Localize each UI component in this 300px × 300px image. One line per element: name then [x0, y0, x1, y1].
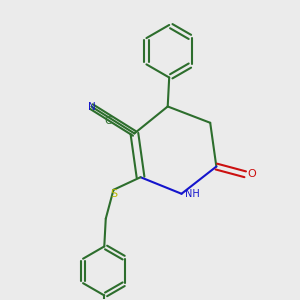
Text: S: S — [110, 189, 117, 199]
Text: N: N — [88, 102, 96, 112]
Text: O: O — [248, 169, 256, 179]
Text: C: C — [105, 116, 112, 126]
Text: NH: NH — [184, 189, 200, 199]
